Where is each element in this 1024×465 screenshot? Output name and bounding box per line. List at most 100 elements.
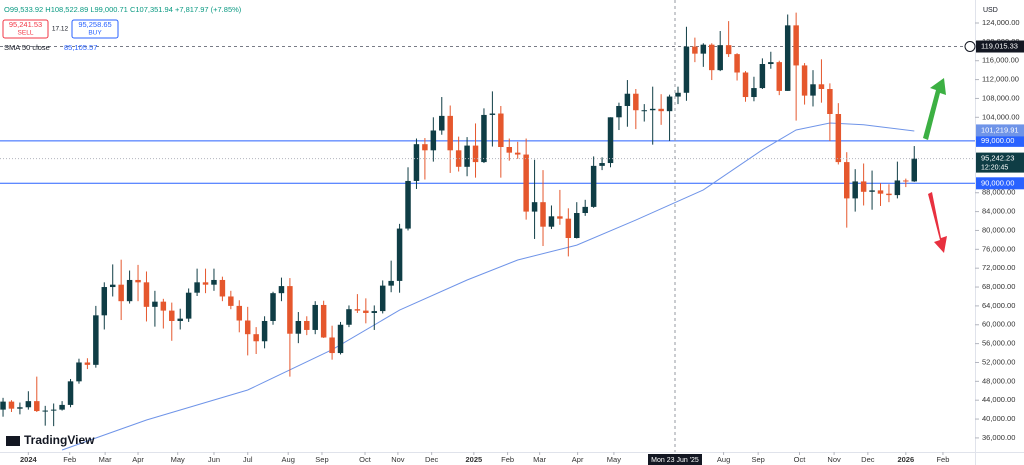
candle-body — [784, 25, 791, 91]
candle-body — [658, 108, 664, 112]
y-tick-label: 36,000.00 — [982, 433, 1015, 442]
y-tick-label: 88,000.00 — [982, 188, 1015, 197]
y-tick-label: 72,000.00 — [982, 263, 1015, 272]
alert-icon — [964, 41, 976, 53]
candle-body — [17, 407, 23, 409]
y-tick-label: 108,000.00 — [982, 93, 1020, 102]
candle-body — [523, 154, 529, 212]
y-tick-label: 116,000.00 — [982, 56, 1019, 65]
candle-body — [894, 180, 901, 196]
x-tick-label: Oct — [359, 455, 372, 464]
ohlc-header: O99,533.92 H108,522.89 L99,000.71 C107,3… — [4, 5, 242, 14]
x-tick-label: Jun — [208, 455, 220, 464]
x-tick-label: Aug — [282, 455, 295, 464]
candle-body — [582, 206, 588, 214]
y-tick-label: 48,000.00 — [982, 376, 1015, 385]
x-tick-label: Sep — [751, 455, 764, 464]
candle-body — [464, 145, 470, 167]
price-line-label: 99,000.00 — [981, 136, 1014, 145]
x-tick-label: May — [171, 455, 185, 464]
candle-body — [379, 285, 386, 312]
candle-body — [363, 310, 369, 313]
crosshair-label-bg — [648, 454, 702, 465]
candle-body — [624, 93, 631, 106]
candle-body — [59, 404, 65, 410]
candle-body — [34, 401, 40, 412]
candle-body — [160, 301, 167, 311]
candle-body — [506, 147, 513, 153]
x-tick-label: Feb — [63, 455, 76, 464]
x-tick-label: Feb — [501, 455, 514, 464]
candle-body — [489, 113, 496, 115]
candle-body — [42, 410, 48, 412]
candle-body — [261, 320, 268, 342]
candle-body — [768, 62, 774, 65]
candle-body — [877, 190, 884, 194]
candle-body — [76, 362, 82, 382]
x-tick-label: Dec — [861, 455, 875, 464]
candle-body — [194, 282, 200, 293]
candle-body — [860, 181, 867, 192]
candle-body — [50, 409, 57, 411]
x-tick-label: Nov — [827, 455, 841, 464]
y-tick-label: 76,000.00 — [982, 244, 1015, 253]
candle-body — [725, 45, 732, 55]
candle-body — [278, 286, 285, 294]
x-tick-label: 2024 — [20, 455, 38, 464]
sma-label: 101,219.91 — [981, 125, 1019, 134]
candle-body — [540, 202, 546, 227]
candle-body — [531, 202, 538, 212]
candle-body — [557, 216, 563, 219]
sell-price: 95,241.53 — [9, 20, 42, 29]
sell-button[interactable] — [2, 19, 49, 39]
candle-body — [287, 286, 293, 334]
candle-body — [219, 279, 226, 297]
candle-body — [67, 381, 74, 405]
sma-line — [61, 122, 915, 451]
candle-body — [742, 72, 749, 98]
candle-body — [649, 108, 656, 111]
candle-body — [734, 54, 740, 73]
candle-body — [0, 401, 6, 410]
candle-body — [152, 301, 158, 307]
candle-body — [498, 113, 504, 148]
candle-body — [776, 62, 782, 91]
candle-body — [565, 218, 572, 239]
candle-body — [911, 158, 917, 182]
candle-body — [607, 117, 614, 164]
candle-body — [101, 287, 108, 316]
y-tick-label: 64,000.00 — [982, 301, 1015, 310]
candle-body — [692, 46, 698, 54]
candle-body — [396, 228, 403, 281]
sma-label-bg — [976, 124, 1024, 137]
buy-button[interactable] — [71, 19, 119, 39]
candle-body — [835, 113, 842, 163]
candle-body — [759, 64, 766, 89]
candle-body — [270, 293, 276, 321]
candle-body — [84, 362, 91, 365]
candle-body — [405, 180, 411, 229]
candle-body — [93, 315, 99, 365]
candle-body — [337, 324, 344, 354]
candle-body — [8, 401, 15, 409]
candle-body — [717, 45, 723, 71]
candle-body — [447, 115, 453, 151]
candle-body — [329, 337, 335, 354]
candle-body — [253, 334, 259, 342]
y-tick-label: 56,000.00 — [982, 339, 1015, 348]
y-tick-label: 84,000.00 — [982, 207, 1015, 216]
candle-body — [295, 320, 302, 334]
indicator-name: SMA 50 close — [4, 43, 50, 52]
candle-body — [354, 309, 361, 311]
candle-body — [633, 93, 639, 111]
candle-body — [514, 152, 521, 155]
candle-body — [481, 114, 487, 163]
candle-body — [827, 89, 833, 114]
candle-body — [346, 309, 352, 325]
candle-body — [430, 130, 437, 151]
candle-body — [211, 279, 217, 285]
candle-body — [844, 162, 850, 199]
candle-body — [135, 279, 141, 283]
x-tick-label: Feb — [936, 455, 949, 464]
